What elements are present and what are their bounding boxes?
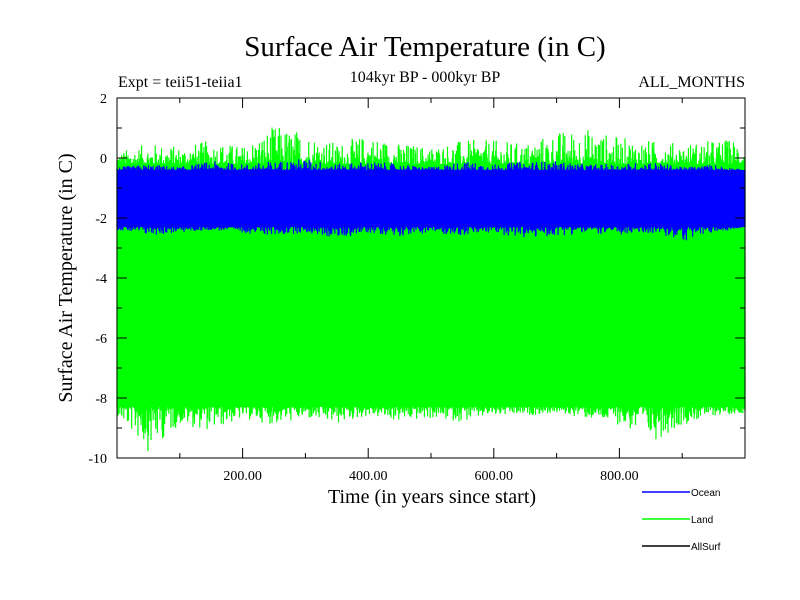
series-ocean [116, 159, 746, 241]
series-layer [116, 127, 746, 452]
y-tick-label: -4 [95, 272, 107, 287]
legend: Ocean Land AllSurf [642, 488, 721, 553]
x-tick-label: 200.00 [223, 469, 262, 484]
y-tick-label: -10 [88, 452, 107, 467]
legend-label-ocean: Ocean [691, 488, 720, 499]
chart-left-label: Expt = teii51-teiia1 [118, 74, 243, 91]
y-tick-label: -6 [95, 332, 107, 347]
chart-right-label: ALL_MONTHS [638, 74, 745, 91]
y-axis-label: Surface Air Temperature (in C) [55, 153, 77, 402]
legend-label-allsurf: AllSurf [691, 542, 721, 553]
y-tick-label: 0 [100, 152, 107, 167]
y-tick-label: 2 [100, 92, 107, 107]
chart-subtitle: 104kyr BP - 000kyr BP [350, 69, 501, 86]
x-axis-label: Time (in years since start) [328, 486, 536, 508]
x-tick-label: 600.00 [475, 469, 514, 484]
x-tick-label: 400.00 [349, 469, 388, 484]
y-tick-label: -2 [95, 212, 107, 227]
x-tick-label: 800.00 [600, 469, 639, 484]
chart-title: Surface Air Temperature (in C) [244, 31, 605, 63]
axis-layer: -10 -8 -6 -4 -2 0 2 200.00 400.00 600.00 800.00 [88, 92, 745, 484]
legend-label-land: Land [691, 515, 713, 526]
y-tick-label: -8 [95, 392, 107, 407]
